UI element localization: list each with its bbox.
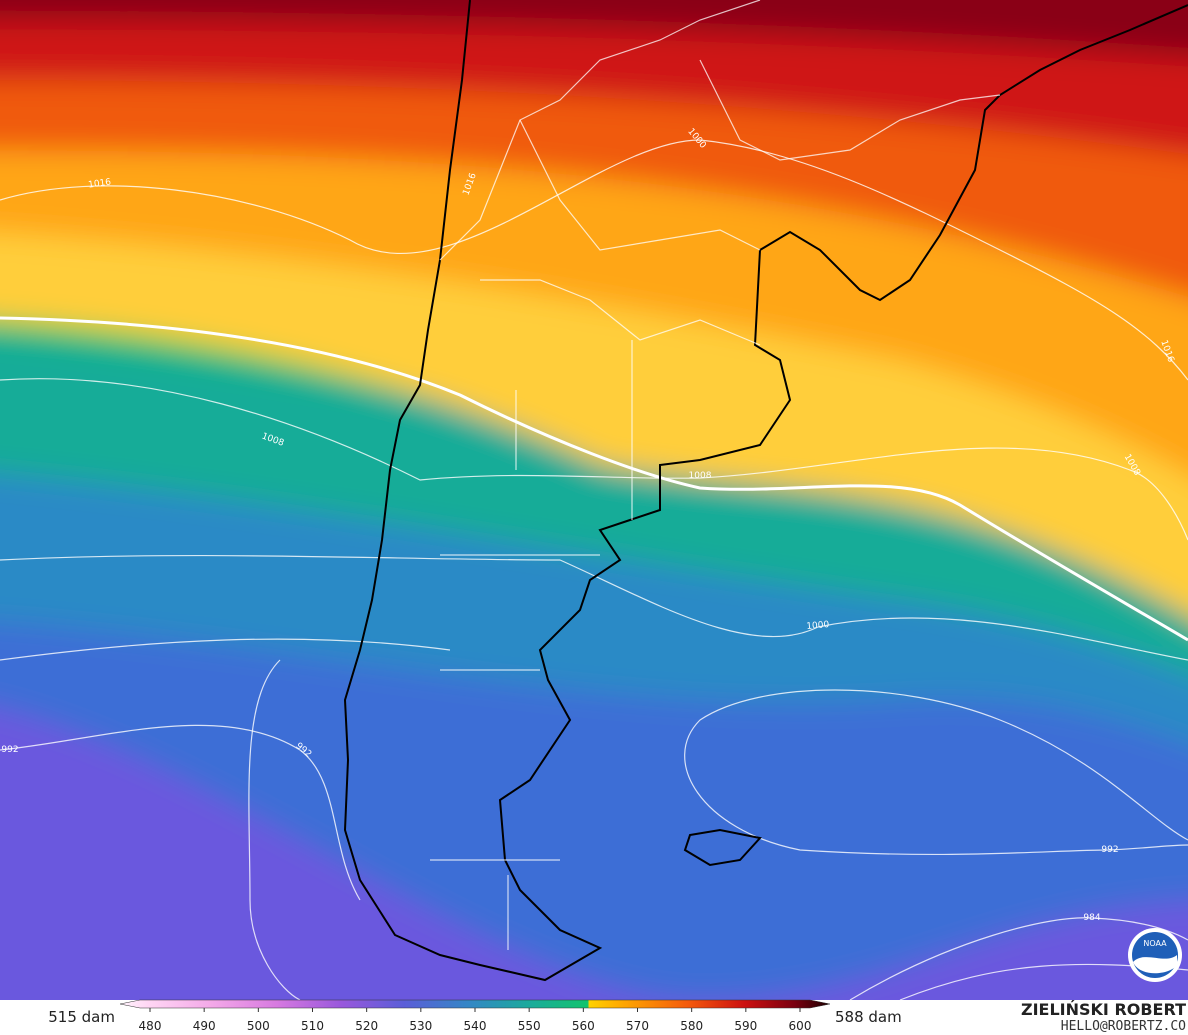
isobar-label: 1008: [689, 471, 712, 481]
colorbar-tick-label: 600: [789, 1019, 812, 1033]
logo-text: NOAA: [1143, 939, 1167, 948]
colorbar-max-label: 588 dam: [835, 1008, 902, 1026]
isobar-label: 1016: [88, 177, 112, 190]
credit-name: ZIELIŃSKI ROBERT: [1021, 1000, 1186, 1019]
colorbar: 515 dam 588 dam 480 490 500 510 520 530 540 550…: [48, 999, 902, 1033]
isobar-label: 992: [1, 745, 18, 755]
noaa-logo: NOAA: [1128, 928, 1182, 982]
colorbar-tick-label: 560: [572, 1019, 595, 1033]
isobar-label: 992: [1101, 845, 1118, 855]
coastline: [343, 0, 1188, 982]
colorbar-ramp: [119, 999, 831, 1009]
isobar-label: 984: [1083, 913, 1100, 923]
colorbar-tick-label: 490: [193, 1019, 216, 1033]
contour-552: [0, 316, 1188, 642]
colorbar-tick-label: 520: [355, 1019, 378, 1033]
colorbar-tick-label: 480: [139, 1019, 162, 1033]
credit-contact: HELLO@ROBERTZ.CO: [1061, 1019, 1186, 1034]
colorbar-tick-label: 530: [409, 1019, 432, 1033]
colorbar-tick-label: 500: [247, 1019, 270, 1033]
colorbar-tick-label: 590: [734, 1019, 757, 1033]
colorbar-tick-label: 580: [680, 1019, 703, 1033]
colorbar-tick-label: 550: [518, 1019, 541, 1033]
colorbar-tick-label: 540: [464, 1019, 487, 1033]
isobar-label: 1000: [806, 620, 830, 632]
colorbar-tick-label: 510: [301, 1019, 324, 1033]
colorbar-min-label: 515 dam: [48, 1008, 115, 1026]
borders: [430, 0, 1001, 950]
colorbar-tick-label: 570: [626, 1019, 649, 1033]
